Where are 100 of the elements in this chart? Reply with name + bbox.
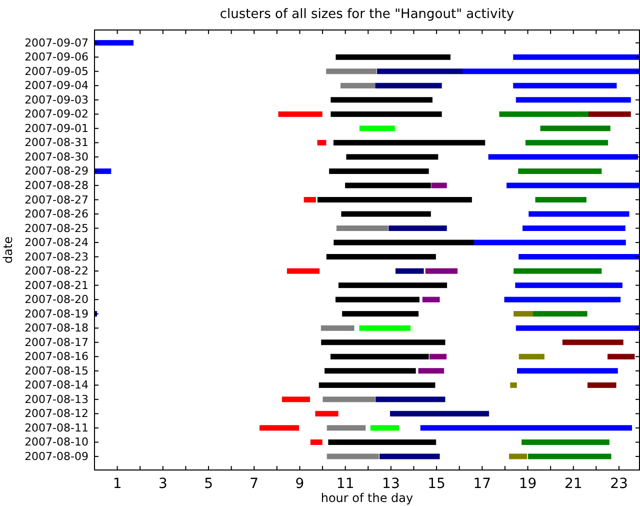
bar: [608, 354, 635, 360]
y-tick-label: 2007-08-10: [24, 436, 88, 449]
bar: [340, 82, 376, 88]
y-tick-label: 2007-08-12: [24, 407, 88, 420]
bar: [336, 54, 450, 60]
y-tick-label: 2007-08-18: [24, 322, 88, 335]
y-tick-label: 2007-08-24: [24, 236, 88, 250]
bar: [425, 268, 458, 274]
y-tick-label: 2007-08-22: [24, 264, 88, 278]
bar: [518, 354, 544, 360]
y-tick-label: 2007-09-05: [24, 64, 88, 78]
x-tick-label: 5: [204, 476, 213, 492]
y-tick-label: 2007-09-01: [24, 122, 88, 135]
bar: [282, 396, 310, 402]
y-axis-title: date: [1, 236, 15, 264]
bar: [504, 296, 621, 302]
bar: [286, 268, 320, 274]
x-tick-label: 1: [112, 476, 122, 492]
bar: [522, 226, 626, 231]
bar: [336, 226, 388, 231]
bar: [420, 425, 632, 431]
y-tick-label: 2007-08-28: [24, 178, 88, 192]
y-tick-label: 2007-08-21: [24, 278, 88, 292]
y-tick-label: 2007-08-20: [24, 293, 88, 306]
bar: [329, 168, 429, 174]
bar: [462, 68, 640, 74]
bar: [388, 226, 447, 231]
bar: [515, 282, 622, 288]
bar: [324, 368, 416, 374]
bar: [516, 325, 640, 331]
y-tick-label: 2007-09-04: [24, 79, 88, 92]
bar: [517, 368, 618, 374]
bar: [320, 325, 354, 331]
x-tick-label: 17: [473, 476, 492, 492]
bar: [528, 454, 612, 460]
y-tick-label: 2007-08-31: [24, 136, 88, 150]
y-tick-label: 2007-08-30: [24, 150, 88, 164]
y-tick-label: 2007-08-26: [24, 208, 88, 221]
bar: [390, 410, 490, 416]
bar: [94, 168, 112, 174]
bar: [304, 196, 316, 202]
bar: [516, 97, 631, 103]
y-tick-label: 2007-08-13: [24, 392, 88, 406]
bar: [318, 382, 436, 388]
x-tick-label: 3: [158, 476, 168, 492]
bar: [431, 182, 447, 188]
bar: [377, 68, 463, 74]
bar: [333, 140, 486, 146]
bar: [422, 296, 440, 302]
y-tick-label: 2007-08-25: [24, 222, 88, 235]
x-tick-label: 9: [295, 476, 304, 492]
x-tick-label: 23: [610, 476, 628, 492]
y-tick-label: 2007-08-09: [24, 450, 88, 463]
bar: [514, 311, 534, 317]
bar: [330, 97, 432, 103]
bar: [513, 54, 640, 60]
bar: [532, 311, 588, 317]
bar: [429, 354, 447, 360]
bar: [518, 254, 640, 260]
bar: [330, 111, 442, 117]
bar: [317, 196, 472, 202]
bar: [326, 254, 436, 260]
x-tick-label: 13: [382, 476, 400, 492]
bar: [346, 154, 438, 160]
y-tick-label: 2007-09-02: [24, 108, 88, 121]
bar: [395, 268, 424, 274]
y-tick-label: 2007-09-07: [24, 36, 88, 50]
chart-title: clusters of all sizes for the "Hangout" activity: [220, 7, 514, 22]
bar: [514, 268, 602, 274]
bar: [317, 140, 326, 146]
y-tick-label: 2007-08-15: [24, 364, 88, 378]
bar: [375, 82, 442, 88]
bar: [525, 140, 608, 146]
bar: [473, 240, 626, 246]
bar: [338, 282, 448, 288]
y-tick-label: 2007-08-23: [24, 250, 88, 264]
bar: [488, 154, 638, 160]
bar: [328, 439, 436, 445]
bar: [499, 111, 589, 117]
bar: [370, 425, 399, 431]
x-tick-label: 11: [336, 476, 354, 492]
bar: [418, 368, 444, 374]
y-tick-label: 2007-08-19: [24, 307, 88, 320]
bar: [359, 126, 395, 132]
bar: [522, 439, 610, 445]
bar: [94, 40, 134, 46]
bar: [260, 425, 300, 431]
bar: [506, 182, 640, 188]
bar: [322, 396, 376, 402]
bar: [341, 211, 431, 217]
y-tick-label: 2007-09-03: [24, 93, 88, 106]
bar: [588, 111, 631, 117]
bar: [330, 354, 429, 360]
bar: [587, 382, 616, 388]
y-tick-label: 2007-08-11: [24, 421, 88, 434]
bar: [326, 454, 379, 460]
bar: [326, 68, 377, 74]
bar: [510, 382, 517, 388]
bar: [310, 439, 322, 445]
x-tick-label: 19: [518, 476, 537, 492]
